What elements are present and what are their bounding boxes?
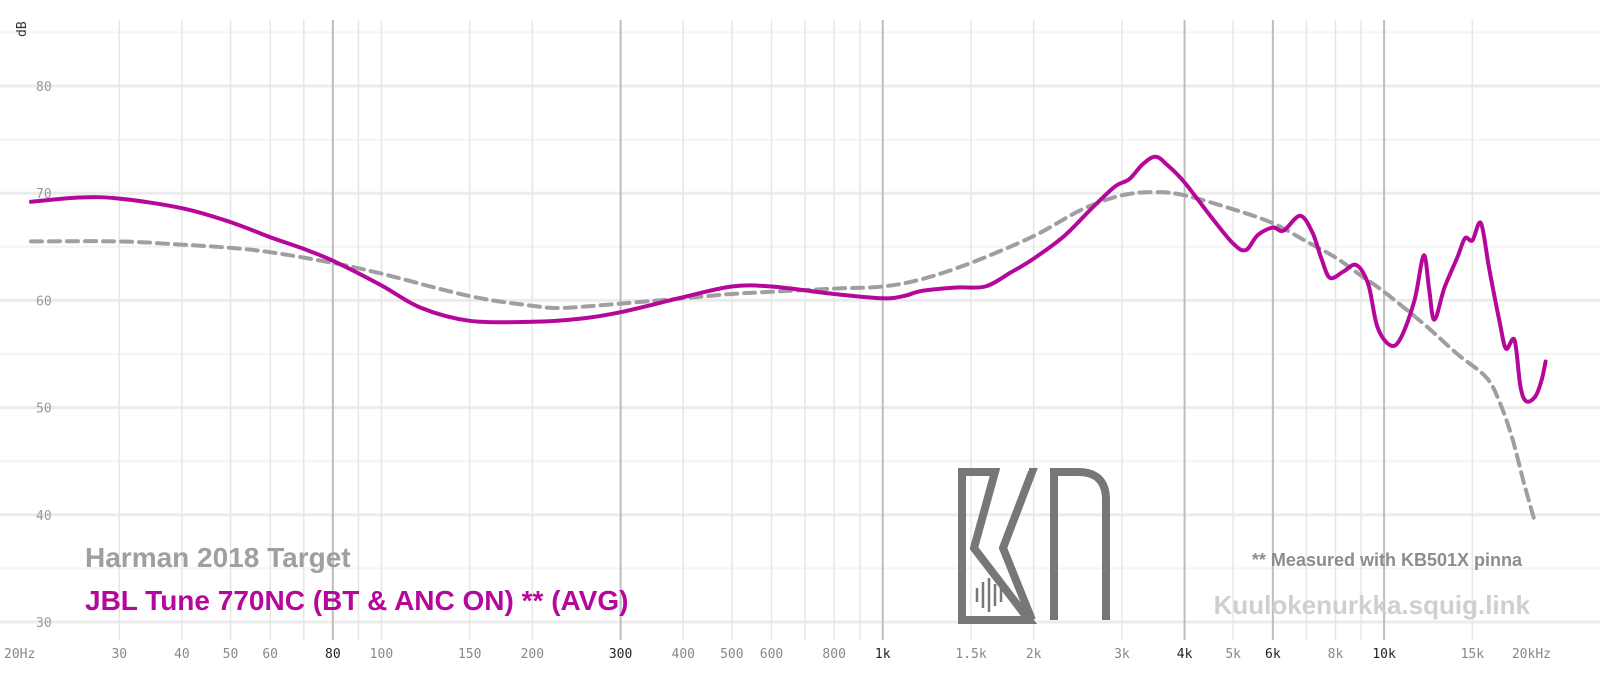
watermark-text: Kuulokenurkka.squig.link	[1214, 590, 1531, 620]
x-tick-label: 20Hz	[4, 647, 35, 662]
x-tick-label: 40	[174, 647, 190, 662]
y-tick-label: 50	[36, 402, 52, 417]
kn-logo	[958, 468, 1110, 624]
x-tick-label: 1.5k	[955, 647, 986, 662]
x-tick-label: 100	[370, 647, 393, 662]
x-tick-label: 800	[822, 647, 845, 662]
y-tick-label: 40	[36, 509, 52, 524]
y-tick-label: 30	[36, 616, 52, 631]
series	[29, 154, 1548, 525]
grid	[0, 20, 1600, 640]
legend-measurement-label: JBL Tune 770NC (BT & ANC ON) ** (AVG)	[85, 585, 628, 616]
x-tick-label: 15k	[1461, 647, 1485, 662]
x-axis-ticks: 20Hz 30 40 50 60 80 100 150 200 300 400 500 600 800 1k…	[4, 647, 1551, 662]
y-tick-label: 80	[36, 80, 52, 95]
x-tick-label: 80	[325, 647, 341, 662]
target-curve	[29, 190, 1537, 525]
y-tick-label: 60	[36, 294, 52, 309]
y-axis-label: dB	[15, 21, 30, 37]
x-tick-label: 6k	[1265, 647, 1281, 662]
x-tick-label: 5k	[1225, 647, 1241, 662]
x-tick-label: 20kHz	[1512, 647, 1551, 662]
x-tick-label: 4k	[1177, 647, 1193, 662]
x-tick-label: 10k	[1372, 647, 1396, 662]
x-tick-label: 1k	[875, 647, 891, 662]
x-tick-label: 600	[760, 647, 783, 662]
measurement-note: ** Measured with KB501X pinna	[1252, 550, 1523, 570]
x-tick-label: 8k	[1328, 647, 1344, 662]
x-tick-label: 30	[111, 647, 127, 662]
x-tick-label: 2k	[1026, 647, 1042, 662]
x-tick-label: 50	[223, 647, 239, 662]
x-tick-label: 200	[521, 647, 544, 662]
x-tick-label: 500	[720, 647, 743, 662]
x-tick-label: 300	[609, 647, 632, 662]
x-tick-label: 60	[262, 647, 278, 662]
x-tick-label: 150	[458, 647, 481, 662]
x-tick-label: 3k	[1114, 647, 1130, 662]
legend-target-label: Harman 2018 Target	[85, 542, 351, 573]
measurement-curve	[29, 154, 1548, 404]
x-tick-label: 400	[672, 647, 695, 662]
